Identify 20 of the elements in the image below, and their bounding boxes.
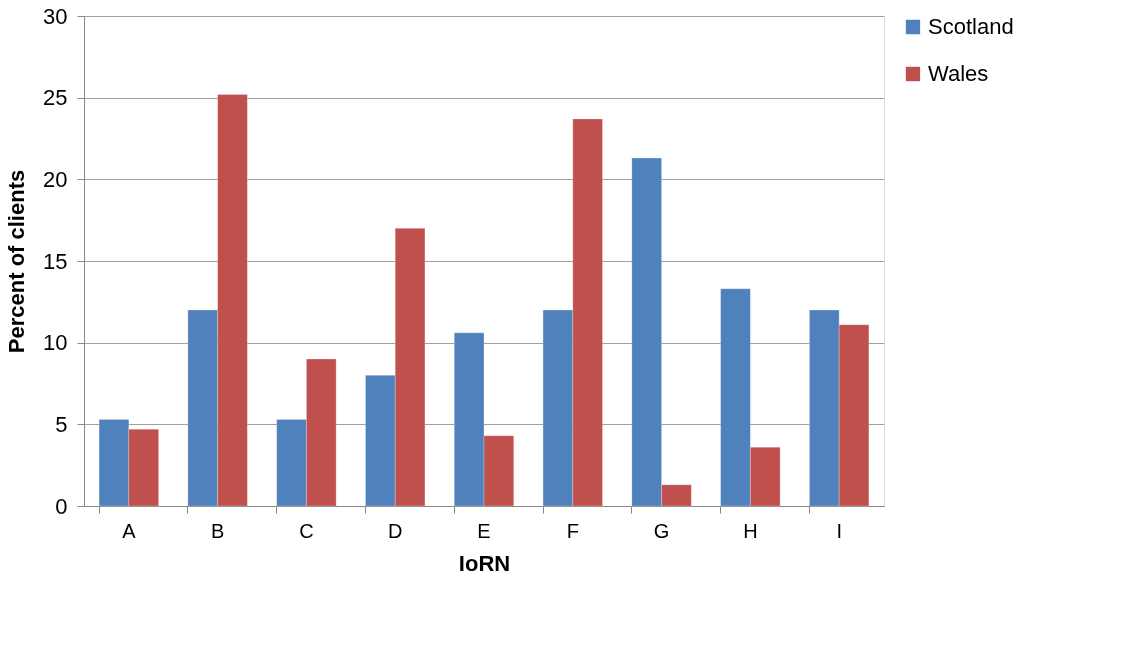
y-tick-label: 0 [55,493,68,519]
y-tick-label: 10 [43,330,68,356]
x-tick-label: E [477,519,491,542]
x-tick-label: C [299,519,314,542]
x-tick-label: I [836,519,842,542]
x-tick-label: H [743,519,758,542]
y-tick-label: 20 [43,166,68,192]
x-tick-label: A [122,519,137,542]
x-tick-label: B [210,519,225,542]
legend-label: Scotland [928,14,1014,39]
x-tick-label: D [387,519,403,542]
x-tick-label: F [566,519,579,542]
legend-label: Wales [928,61,989,86]
y-tick-label: 15 [43,248,68,274]
y-tick-label: 30 [43,3,68,29]
x-axis-title: IoRN [458,550,511,576]
y-tick-label: 25 [43,85,68,111]
y-axis-title: Percent of clients [4,169,30,354]
x-tick-label: G [653,519,670,542]
y-tick-label: 5 [55,411,68,437]
